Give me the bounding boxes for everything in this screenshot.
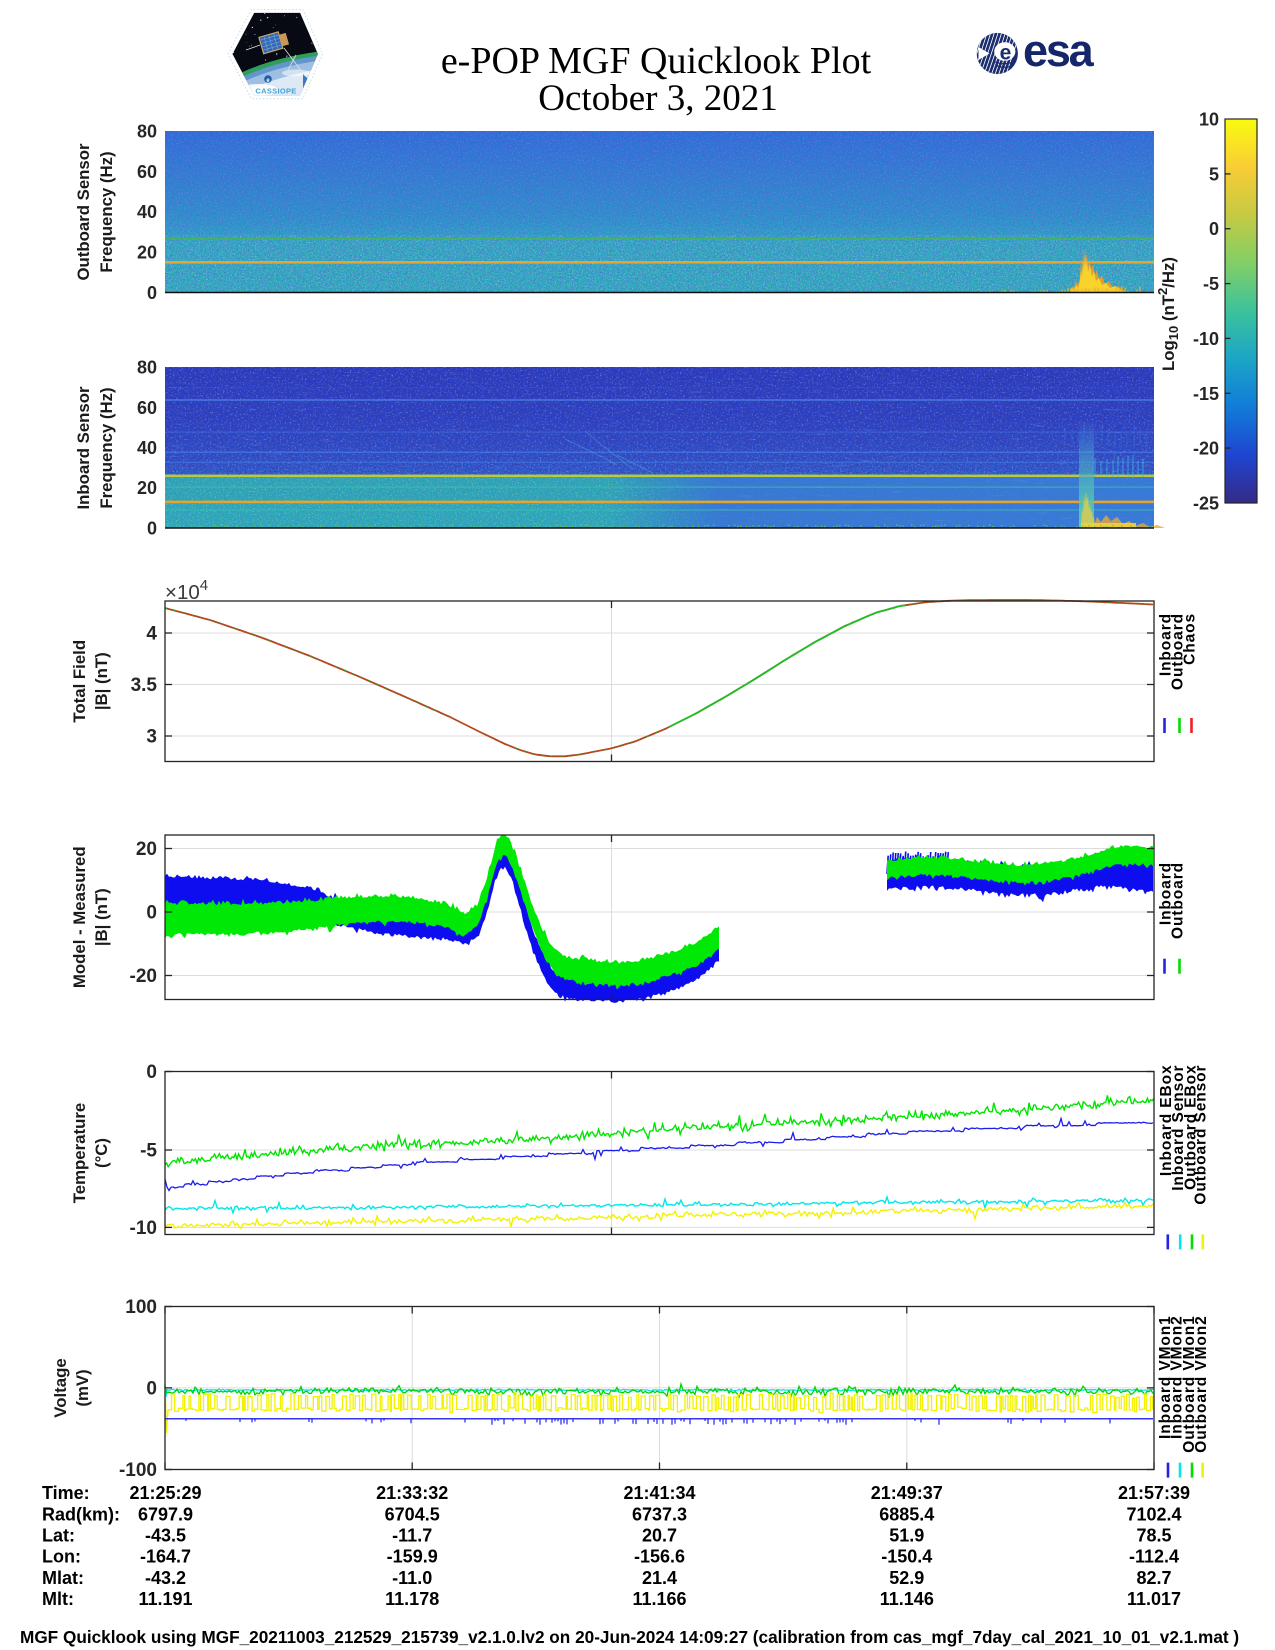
svg-text:6704.5: 6704.5 bbox=[385, 1504, 440, 1524]
svg-text:21:33:32: 21:33:32 bbox=[376, 1483, 448, 1503]
svg-text:-20: -20 bbox=[130, 966, 157, 987]
svg-text:0: 0 bbox=[1209, 219, 1219, 239]
svg-text:Inboard EBox: Inboard EBox bbox=[1158, 1065, 1175, 1177]
svg-text:Outboard VMon2: Outboard VMon2 bbox=[1193, 1315, 1210, 1452]
svg-text:e: e bbox=[1000, 42, 1012, 65]
svg-text:Inboard: Inboard bbox=[1158, 613, 1175, 676]
svg-text:21.4: 21.4 bbox=[642, 1568, 677, 1588]
svg-text:21:57:39: 21:57:39 bbox=[1118, 1483, 1190, 1503]
svg-text:-10: -10 bbox=[1193, 329, 1219, 349]
svg-text:-5: -5 bbox=[1203, 274, 1219, 294]
svg-text:Outboard: Outboard bbox=[1170, 613, 1187, 690]
svg-text:20: 20 bbox=[136, 839, 157, 860]
svg-text:-100: -100 bbox=[119, 1460, 157, 1481]
svg-text:40: 40 bbox=[137, 438, 157, 458]
svg-text:21:41:34: 21:41:34 bbox=[623, 1483, 695, 1503]
svg-text:82.7: 82.7 bbox=[1136, 1568, 1171, 1588]
svg-text:20.7: 20.7 bbox=[642, 1526, 677, 1546]
svg-text:6797.9: 6797.9 bbox=[138, 1504, 193, 1524]
svg-text:Inboard VMon2: Inboard VMon2 bbox=[1169, 1315, 1186, 1439]
svg-text:80: 80 bbox=[137, 122, 157, 142]
svg-text:-15: -15 bbox=[1193, 384, 1219, 404]
svg-text:-150.4: -150.4 bbox=[881, 1547, 932, 1567]
svg-text:-11.0: -11.0 bbox=[392, 1568, 432, 1588]
svg-text:|B| (nT): |B| (nT) bbox=[92, 888, 111, 946]
svg-text:Rad(km):: Rad(km): bbox=[42, 1504, 120, 1524]
svg-text:20: 20 bbox=[137, 478, 157, 498]
svg-text:7102.4: 7102.4 bbox=[1126, 1504, 1181, 1524]
svg-text:e: e bbox=[266, 78, 270, 84]
svg-text:Frequency (Hz): Frequency (Hz) bbox=[97, 387, 116, 508]
svg-text:-43.5: -43.5 bbox=[145, 1526, 186, 1546]
svg-text:-159.9: -159.9 bbox=[387, 1547, 438, 1567]
svg-text:20: 20 bbox=[137, 243, 157, 263]
svg-text:60: 60 bbox=[137, 398, 157, 418]
svg-text:Mlt:: Mlt: bbox=[42, 1589, 74, 1609]
svg-text:Inboard VMon1: Inboard VMon1 bbox=[1157, 1315, 1174, 1439]
svg-text:Voltage: Voltage bbox=[51, 1358, 70, 1417]
svg-text:Inboard: Inboard bbox=[1158, 862, 1175, 925]
svg-text:51.9: 51.9 bbox=[889, 1526, 924, 1546]
svg-text:Outboard Sensor: Outboard Sensor bbox=[1193, 1065, 1210, 1205]
svg-text:MGF Quicklook using MGF_202110: MGF Quicklook using MGF_20211003_212529_… bbox=[20, 1627, 1239, 1647]
svg-text:Outboard Sensor: Outboard Sensor bbox=[74, 143, 93, 281]
svg-text:21:49:37: 21:49:37 bbox=[871, 1483, 943, 1503]
svg-text:21:25:29: 21:25:29 bbox=[129, 1483, 201, 1503]
svg-text:78.5: 78.5 bbox=[1136, 1526, 1171, 1546]
svg-text:80: 80 bbox=[137, 358, 157, 378]
svg-text:40: 40 bbox=[137, 202, 157, 222]
svg-text:11.146: 11.146 bbox=[880, 1589, 934, 1609]
svg-text:-112.4: -112.4 bbox=[1129, 1547, 1179, 1567]
svg-text:Time:: Time: bbox=[42, 1483, 90, 1503]
svg-text:Model - Measured: Model - Measured bbox=[70, 846, 89, 988]
svg-text:11.191: 11.191 bbox=[138, 1589, 192, 1609]
svg-text:Temperature: Temperature bbox=[70, 1103, 89, 1203]
svg-text:|B| (nT): |B| (nT) bbox=[92, 652, 111, 710]
svg-text:6885.4: 6885.4 bbox=[879, 1504, 934, 1524]
svg-text:Lat:: Lat: bbox=[42, 1526, 75, 1546]
svg-text:Chaos: Chaos bbox=[1182, 613, 1199, 665]
svg-text:Outboard: Outboard bbox=[1170, 862, 1187, 939]
svg-text:(°C): (°C) bbox=[92, 1138, 111, 1168]
svg-text:-25: -25 bbox=[1193, 494, 1219, 514]
svg-text:60: 60 bbox=[137, 162, 157, 182]
svg-text:-20: -20 bbox=[1193, 439, 1219, 459]
svg-text:6737.3: 6737.3 bbox=[632, 1504, 687, 1524]
svg-text:Lon:: Lon: bbox=[42, 1547, 81, 1567]
svg-text:-156.6: -156.6 bbox=[634, 1547, 685, 1567]
svg-text:0: 0 bbox=[146, 1378, 157, 1399]
svg-text:October 3, 2021: October 3, 2021 bbox=[538, 78, 777, 119]
svg-text:0: 0 bbox=[146, 903, 157, 924]
svg-text:0: 0 bbox=[146, 1062, 157, 1083]
svg-text:10: 10 bbox=[1199, 110, 1219, 130]
svg-text:11.166: 11.166 bbox=[632, 1589, 686, 1609]
svg-text:0: 0 bbox=[147, 519, 157, 539]
svg-text:Outboard VMon1: Outboard VMon1 bbox=[1181, 1315, 1198, 1452]
svg-text:52.9: 52.9 bbox=[889, 1568, 924, 1588]
svg-text:Frequency (Hz): Frequency (Hz) bbox=[97, 151, 116, 272]
svg-text:-5: -5 bbox=[140, 1141, 157, 1162]
svg-text:3: 3 bbox=[146, 727, 157, 748]
svg-text:Mlat:: Mlat: bbox=[42, 1568, 84, 1588]
svg-text:Log10 (nT2/Hz): Log10 (nT2/Hz) bbox=[1155, 257, 1181, 371]
svg-text:11.017: 11.017 bbox=[1127, 1589, 1181, 1609]
svg-text:-43.2: -43.2 bbox=[145, 1568, 186, 1588]
svg-text:4: 4 bbox=[146, 624, 157, 645]
svg-text:e-POP MGF Quicklook Plot: e-POP MGF Quicklook Plot bbox=[441, 40, 872, 82]
svg-text:-11.7: -11.7 bbox=[392, 1526, 432, 1546]
svg-text:Total Field: Total Field bbox=[70, 640, 89, 723]
svg-text:11.178: 11.178 bbox=[385, 1589, 439, 1609]
svg-text:(mV): (mV) bbox=[73, 1369, 92, 1406]
svg-text:100: 100 bbox=[125, 1297, 157, 1318]
svg-text:Inboard Sensor: Inboard Sensor bbox=[1170, 1065, 1187, 1191]
svg-text:Outboard EBox: Outboard EBox bbox=[1183, 1065, 1200, 1190]
svg-text:3.5: 3.5 bbox=[131, 675, 158, 696]
svg-text:-164.7: -164.7 bbox=[140, 1547, 191, 1567]
svg-text:CASSIOPE: CASSIOPE bbox=[255, 87, 296, 96]
svg-text:esa: esa bbox=[1023, 25, 1095, 76]
svg-text:-10: -10 bbox=[130, 1218, 157, 1239]
svg-text:5: 5 bbox=[1209, 164, 1219, 184]
svg-text:Inboard Sensor: Inboard Sensor bbox=[74, 386, 93, 510]
svg-text:0: 0 bbox=[147, 283, 157, 303]
